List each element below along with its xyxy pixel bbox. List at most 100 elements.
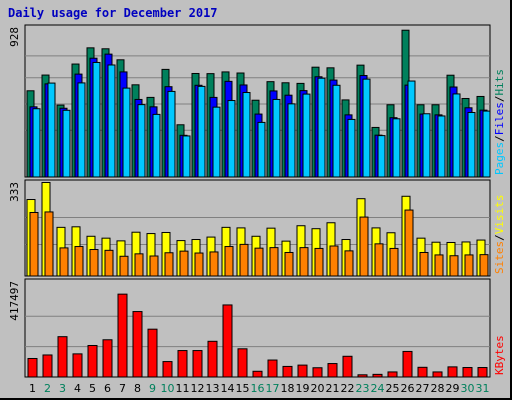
x-label-day-30: 30 (461, 382, 475, 395)
bar-pages-day-25 (392, 118, 401, 178)
x-label-day-22: 22 (341, 382, 355, 395)
bar-kbytes-day-29 (447, 366, 458, 378)
axis-title-kbytes: KBytes (493, 335, 506, 375)
bar-kbytes-day-24 (372, 373, 383, 378)
axis-title-part-visits-sites-1: / (493, 234, 506, 241)
bar-kbytes-day-18 (282, 365, 293, 378)
bar-kbytes-day-31 (477, 367, 488, 378)
bar-sites-day-1 (29, 211, 39, 277)
x-label-day-8: 8 (134, 382, 141, 395)
bar-kbytes-day-5 (87, 344, 98, 378)
bar-pages-day-19 (302, 93, 311, 178)
bar-pages-day-28 (437, 115, 446, 178)
bar-pages-day-16 (257, 121, 266, 178)
bar-pages-day-13 (212, 106, 221, 178)
bar-kbytes-day-21 (327, 363, 338, 378)
bar-kbytes-day-15 (237, 348, 248, 378)
bar-sites-day-12 (194, 252, 204, 277)
x-label-day-3: 3 (59, 382, 66, 395)
bar-kbytes-day-2 (42, 354, 53, 378)
bar-kbytes-day-8 (132, 311, 143, 378)
x-label-day-19: 19 (296, 382, 310, 395)
bar-pages-day-10 (167, 90, 176, 178)
bar-sites-day-28 (434, 254, 444, 277)
bar-pages-day-4 (77, 82, 86, 178)
bar-kbytes-day-26 (402, 350, 413, 378)
bar-pages-day-26 (407, 80, 416, 178)
bar-pages-day-18 (287, 103, 296, 178)
axis-title-part-hits-files-pages-1: / (493, 135, 506, 142)
bar-sites-day-31 (479, 254, 489, 277)
bar-sites-day-14 (224, 246, 234, 277)
bar-kbytes-day-23 (357, 374, 368, 378)
x-label-day-15: 15 (236, 382, 250, 395)
x-label-day-14: 14 (221, 382, 235, 395)
bar-pages-day-3 (62, 109, 71, 178)
bar-pages-day-31 (482, 110, 491, 178)
bar-kbytes-day-25 (387, 371, 398, 378)
bar-kbytes-day-9 (147, 328, 158, 378)
bar-pages-day-12 (197, 85, 206, 178)
axis-title-part-hits-files-pages-4: Hits (493, 69, 506, 96)
bar-sites-day-5 (89, 249, 99, 277)
bar-pages-day-6 (107, 64, 116, 178)
bar-sites-day-16 (254, 247, 264, 277)
x-label-day-13: 13 (206, 382, 220, 395)
bar-kbytes-day-30 (462, 367, 473, 378)
x-label-day-25: 25 (386, 382, 400, 395)
x-label-day-9: 9 (149, 382, 156, 395)
axis-title-part-hits-files-pages-3: / (493, 96, 506, 103)
bar-sites-day-2 (44, 211, 54, 277)
bar-pages-day-9 (152, 113, 161, 178)
bar-pages-day-15 (242, 92, 251, 178)
bar-sites-day-10 (164, 252, 174, 277)
x-label-day-6: 6 (104, 382, 111, 395)
bar-kbytes-day-3 (57, 336, 68, 378)
bar-kbytes-day-1 (27, 357, 38, 378)
axis-title-part-hits-files-pages-0: Pages (493, 142, 506, 175)
x-label-day-17: 17 (266, 382, 280, 395)
bar-kbytes-day-14 (222, 304, 233, 378)
bar-kbytes-day-20 (312, 367, 323, 378)
x-label-day-11: 11 (176, 382, 190, 395)
bar-sites-day-9 (149, 255, 159, 277)
chart-title: Daily usage for December 2017 (8, 6, 218, 20)
bar-pages-day-20 (317, 77, 326, 178)
bar-sites-day-25 (389, 247, 399, 277)
bar-sites-day-17 (269, 247, 279, 277)
x-label-day-1: 1 (29, 382, 36, 395)
x-label-day-29: 29 (446, 382, 460, 395)
bar-kbytes-day-19 (297, 364, 308, 378)
bar-pages-day-29 (452, 93, 461, 178)
bar-pages-day-30 (467, 111, 476, 178)
bar-kbytes-day-11 (177, 350, 188, 378)
bar-sites-day-6 (104, 249, 114, 277)
bar-pages-day-5 (92, 61, 101, 178)
bar-kbytes-day-10 (162, 361, 173, 378)
x-label-day-26: 26 (401, 382, 415, 395)
y-max-label-hits-files-pages: 928 (8, 27, 21, 47)
bar-kbytes-day-28 (432, 371, 443, 378)
bar-sites-day-3 (59, 247, 69, 277)
bar-sites-day-15 (239, 243, 249, 277)
bar-sites-day-30 (464, 254, 474, 277)
x-label-day-24: 24 (371, 382, 385, 395)
x-label-day-12: 12 (191, 382, 205, 395)
bar-sites-day-7 (119, 255, 129, 277)
bar-pages-day-21 (332, 84, 341, 178)
bar-kbytes-day-13 (207, 340, 218, 378)
x-label-day-31: 31 (476, 382, 490, 395)
x-label-day-28: 28 (431, 382, 445, 395)
x-label-day-4: 4 (74, 382, 81, 395)
bar-kbytes-day-7 (117, 293, 128, 378)
bar-sites-day-24 (374, 243, 384, 277)
bar-sites-day-4 (74, 246, 84, 277)
x-label-day-20: 20 (311, 382, 325, 395)
bar-sites-day-19 (299, 247, 309, 277)
bar-pages-day-24 (377, 135, 386, 178)
bar-sites-day-21 (329, 245, 339, 277)
x-label-day-23: 23 (356, 382, 370, 395)
bar-kbytes-day-12 (192, 350, 203, 378)
